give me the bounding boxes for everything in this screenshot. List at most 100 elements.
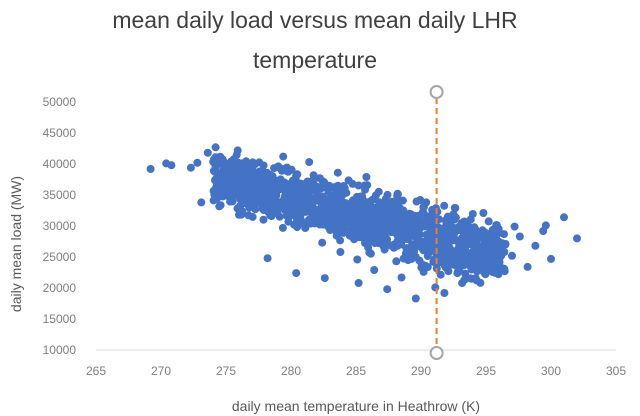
- data-point: [547, 254, 555, 263]
- data-point: [459, 227, 468, 236]
- data-point: [263, 254, 272, 263]
- data-point: [241, 199, 250, 208]
- data-point: [468, 210, 477, 218]
- y-tick-label: 50000: [43, 95, 77, 109]
- data-point: [361, 185, 369, 194]
- y-tick-label: 45000: [43, 126, 77, 140]
- data-point: [353, 255, 362, 264]
- y-axis-label: daily mean load (MW): [8, 176, 24, 312]
- x-tick-label: 280: [281, 364, 301, 378]
- data-point: [296, 204, 305, 213]
- data-point: [453, 269, 462, 278]
- data-point: [375, 200, 384, 209]
- x-tick-label: 270: [151, 364, 171, 378]
- data-point: [277, 166, 286, 175]
- data-point: [471, 274, 480, 283]
- data-point: [426, 241, 435, 250]
- data-points: [146, 143, 581, 303]
- data-point: [250, 160, 259, 169]
- data-point: [443, 220, 452, 228]
- data-point: [272, 186, 281, 194]
- data-point: [244, 211, 253, 220]
- data-point: [461, 269, 470, 278]
- data-point: [325, 181, 334, 190]
- data-point: [286, 180, 295, 189]
- data-point: [370, 266, 379, 274]
- data-point: [349, 218, 358, 227]
- data-point: [419, 246, 428, 255]
- x-axis-ticks: 265 270 275 280 285 290 295 300 305: [86, 364, 626, 378]
- data-point: [255, 197, 264, 206]
- data-point: [437, 240, 446, 249]
- data-point: [400, 225, 409, 234]
- data-point: [495, 250, 504, 259]
- data-point: [436, 228, 445, 237]
- y-tick-label: 20000: [43, 281, 77, 295]
- data-point: [402, 250, 411, 259]
- data-point: [259, 215, 268, 224]
- data-point: [333, 168, 342, 177]
- data-point: [440, 201, 449, 210]
- data-point: [419, 267, 428, 276]
- data-point: [238, 173, 247, 182]
- data-point: [458, 279, 467, 288]
- data-point: [222, 188, 230, 197]
- data-point: [414, 218, 423, 227]
- data-point: [454, 262, 463, 271]
- data-point: [233, 146, 242, 155]
- data-point: [398, 196, 407, 205]
- data-point: [362, 173, 371, 181]
- y-tick-label: 15000: [43, 312, 77, 326]
- data-point: [289, 193, 298, 202]
- data-point: [444, 247, 453, 256]
- data-point: [211, 143, 220, 152]
- data-point: [245, 172, 254, 181]
- data-point: [404, 235, 412, 243]
- data-point: [227, 157, 236, 166]
- data-point: [358, 222, 367, 231]
- data-point: [440, 289, 449, 297]
- data-point: [167, 161, 176, 170]
- data-point: [465, 251, 474, 260]
- data-point: [495, 258, 503, 266]
- data-point: [482, 241, 490, 250]
- data-point: [387, 202, 396, 211]
- data-point: [515, 232, 524, 241]
- data-point: [541, 221, 550, 230]
- data-point: [369, 216, 377, 225]
- y-tick-label: 30000: [43, 219, 77, 233]
- data-point: [402, 244, 411, 253]
- data-point: [472, 240, 481, 249]
- data-point: [216, 201, 225, 210]
- data-point: [484, 253, 493, 262]
- data-point: [227, 193, 236, 202]
- data-point: [280, 184, 289, 193]
- data-point: [258, 204, 267, 213]
- data-point: [313, 185, 322, 194]
- temperature-marker[interactable]: [429, 85, 444, 360]
- data-point: [341, 201, 350, 210]
- data-point: [318, 238, 327, 247]
- data-point: [354, 279, 363, 287]
- marker-top-handle[interactable]: [429, 85, 444, 99]
- data-point: [313, 213, 321, 222]
- data-point: [531, 241, 540, 250]
- data-point: [459, 236, 468, 245]
- data-point: [216, 171, 225, 180]
- data-point: [479, 209, 488, 217]
- data-point: [500, 264, 509, 273]
- data-point: [269, 201, 278, 210]
- marker-bottom-handle[interactable]: [429, 346, 444, 360]
- data-point: [348, 179, 357, 188]
- data-point: [278, 223, 287, 232]
- data-point: [393, 189, 402, 198]
- data-point: [197, 198, 206, 207]
- x-tick-label: 290: [411, 364, 431, 378]
- x-tick-label: 275: [216, 364, 236, 378]
- data-point: [346, 231, 355, 240]
- data-point: [329, 225, 338, 234]
- data-point: [573, 234, 581, 243]
- x-tick-label: 295: [476, 364, 496, 378]
- data-point: [411, 294, 420, 303]
- data-point: [413, 237, 422, 245]
